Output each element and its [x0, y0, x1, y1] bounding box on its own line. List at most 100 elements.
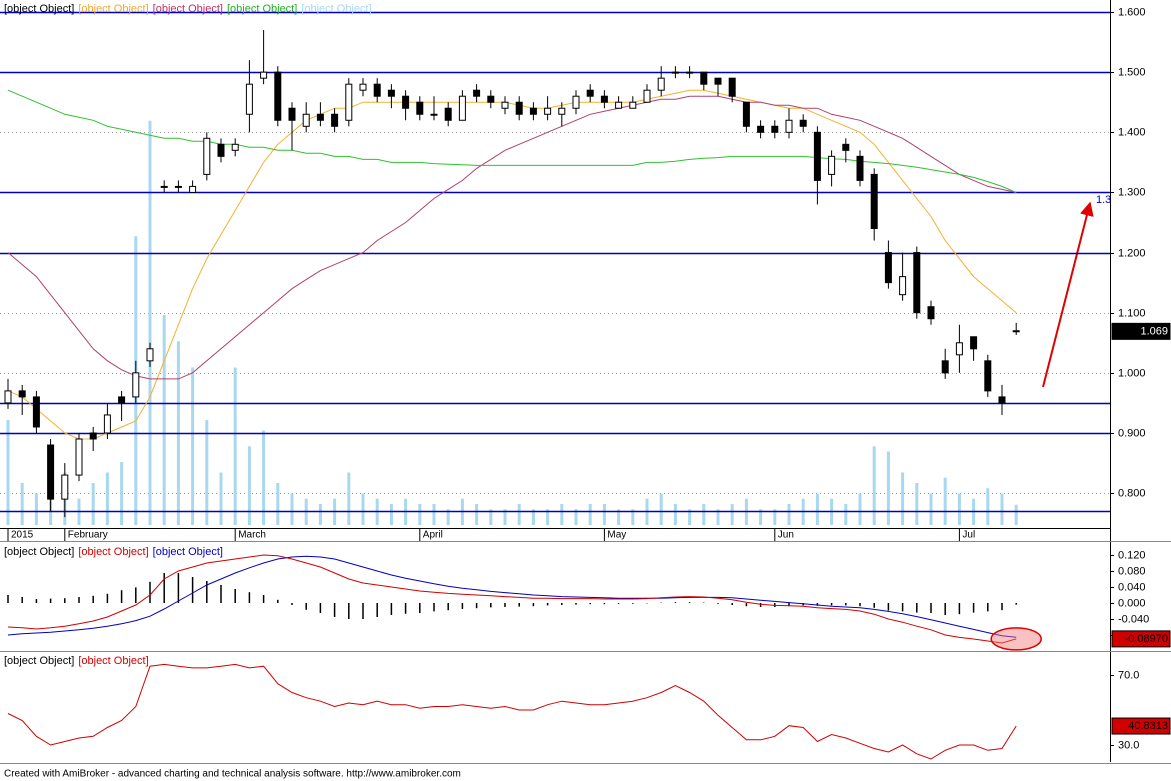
candle-body [245, 83, 253, 115]
candle-body [714, 77, 722, 85]
volume-bar [120, 462, 124, 525]
arrow [1042, 201, 1094, 388]
volume-bar [489, 509, 493, 525]
volume-bar [872, 446, 876, 525]
volume-bar [361, 493, 365, 525]
series-line [7, 555, 1017, 638]
candle-body [970, 336, 978, 350]
candle-body [856, 155, 864, 181]
volume-bar [546, 509, 550, 525]
candle-body [387, 89, 395, 97]
volume-bar [347, 472, 351, 525]
candle-body [331, 113, 339, 127]
candle-body [217, 143, 225, 157]
x-tick-label: 2015 [11, 530, 34, 541]
candle-body [544, 107, 552, 115]
y-tick-label: 0.080 [1118, 565, 1146, 577]
candle-body [927, 306, 935, 320]
series-line [7, 89, 1017, 193]
volume-bar [162, 315, 166, 525]
volume-bar [6, 420, 10, 525]
x-tick-label: Jul [962, 530, 975, 541]
candle-body [600, 95, 608, 103]
y-tick-label: 0.800 [1118, 487, 1146, 499]
candle-body [813, 131, 821, 181]
y-tick-label: 1.200 [1118, 247, 1146, 259]
x-tick-label: May [607, 530, 626, 541]
volume-bar [1000, 493, 1004, 525]
candle-body [18, 390, 26, 398]
candle-body [558, 107, 566, 115]
legend-entry: [object Object] [4, 655, 74, 667]
candle-body [274, 71, 282, 121]
volume-bar [915, 483, 919, 525]
candle-body [160, 185, 168, 188]
volume-bar [702, 504, 706, 525]
candle-body [189, 185, 197, 193]
candle-body [316, 113, 324, 121]
candle-body [842, 143, 850, 151]
volume-bar [659, 493, 663, 525]
candle-body [955, 342, 963, 356]
volume-bar [617, 509, 621, 525]
y-tick-label: 1.100 [1118, 307, 1146, 319]
volume-bar [688, 509, 692, 525]
volume-bar [759, 509, 763, 525]
candle-body [146, 348, 154, 362]
candle-body [529, 107, 537, 115]
y-tick-label: 1.500 [1118, 66, 1146, 78]
volume-bar [957, 493, 961, 525]
y-tick-label: -0.040 [1118, 613, 1149, 625]
candle-body [884, 252, 892, 284]
volume-bar [929, 493, 933, 525]
candle-body [785, 119, 793, 133]
volume-bar [34, 493, 38, 525]
legend-entry: [object Object] [78, 655, 148, 667]
panel-legend: [object Object] [object Object] [object Ob… [4, 546, 223, 558]
candle-body [444, 107, 452, 121]
last-value-label: 40.8313 [1128, 720, 1168, 732]
candle-body [728, 77, 736, 97]
annotation: 1.3 [1096, 194, 1111, 206]
y-tick-label: 30.0 [1118, 739, 1139, 751]
y-tick-label: 1.000 [1118, 367, 1146, 379]
candle-body [799, 119, 807, 127]
highlight-circle [990, 627, 1042, 651]
candle-body [373, 83, 381, 97]
y-tick-label: 0.000 [1118, 597, 1146, 609]
candle-body [629, 101, 637, 109]
volume-bar [105, 472, 109, 525]
volume-bar [148, 120, 152, 525]
x-tick-label: April [423, 530, 443, 541]
candle-body [941, 360, 949, 374]
legend-entry: [object Object] [4, 3, 74, 15]
volume-bar [233, 367, 237, 525]
last-value-box [1111, 322, 1171, 340]
volume-bar [602, 504, 606, 525]
candle-body [742, 101, 750, 127]
y-tick-label: 0.040 [1118, 581, 1146, 593]
candle-body [586, 89, 594, 97]
volume-bar [531, 509, 535, 525]
volume-bar [858, 493, 862, 525]
volume-bar [560, 504, 564, 525]
candle-body [288, 107, 296, 121]
volume-bar [418, 504, 422, 525]
candle-body [870, 173, 878, 230]
volume-bar [886, 451, 890, 525]
y-tick-label: 1.400 [1118, 126, 1146, 138]
candle-body [231, 143, 239, 151]
candle-body [359, 83, 367, 91]
last-value-box [1111, 630, 1171, 648]
candle-body [260, 71, 268, 79]
candle-body [47, 444, 55, 500]
last-value-label: -0.08970 [1125, 633, 1168, 645]
candle-body [61, 474, 69, 500]
series-line [7, 663, 1017, 760]
panel-legend: [object Object] [object Object] [object Ob… [4, 3, 372, 15]
y-tick-label: 1.600 [1118, 6, 1146, 18]
candle-body [174, 185, 182, 188]
